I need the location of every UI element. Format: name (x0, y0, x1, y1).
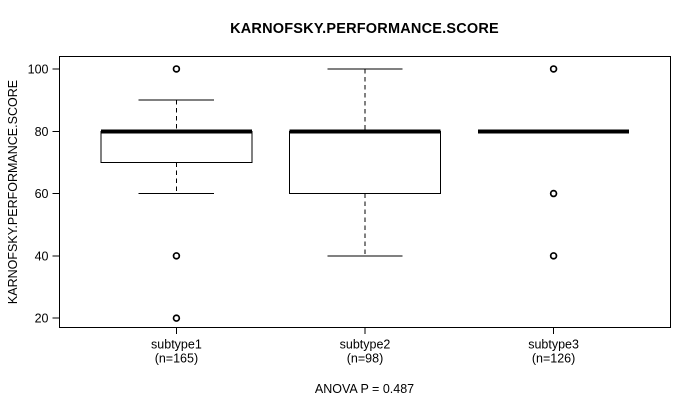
anova-annotation: ANOVA P = 0.487 (314, 382, 415, 396)
y-tick-label: 100 (28, 62, 49, 76)
outlier-point (172, 314, 181, 322)
outlier-point (172, 252, 181, 260)
x-tick-label: subtype1 (151, 338, 202, 352)
iqr-box (289, 130, 441, 195)
y-tick-label: 60 (35, 187, 49, 201)
y-tick-label: 80 (35, 125, 49, 139)
outlier-point (549, 189, 558, 198)
x-tick-sublabel: (n=165) (155, 352, 198, 366)
x-tick-sublabel: (n=98) (347, 352, 383, 366)
outlier-point (172, 65, 181, 73)
y-tick-label: 20 (35, 312, 49, 326)
y-tick-label: 40 (35, 249, 49, 263)
chart-title: KARNOFSKY.PERFORMANCE.SCORE (230, 21, 499, 37)
x-tick-label: subtype2 (340, 338, 391, 352)
outlier-point (549, 65, 558, 73)
x-tick-label: subtype3 (528, 338, 579, 352)
x-tick-sublabel: (n=126) (532, 352, 575, 366)
outlier-point (549, 252, 558, 260)
iqr-box (100, 130, 253, 163)
